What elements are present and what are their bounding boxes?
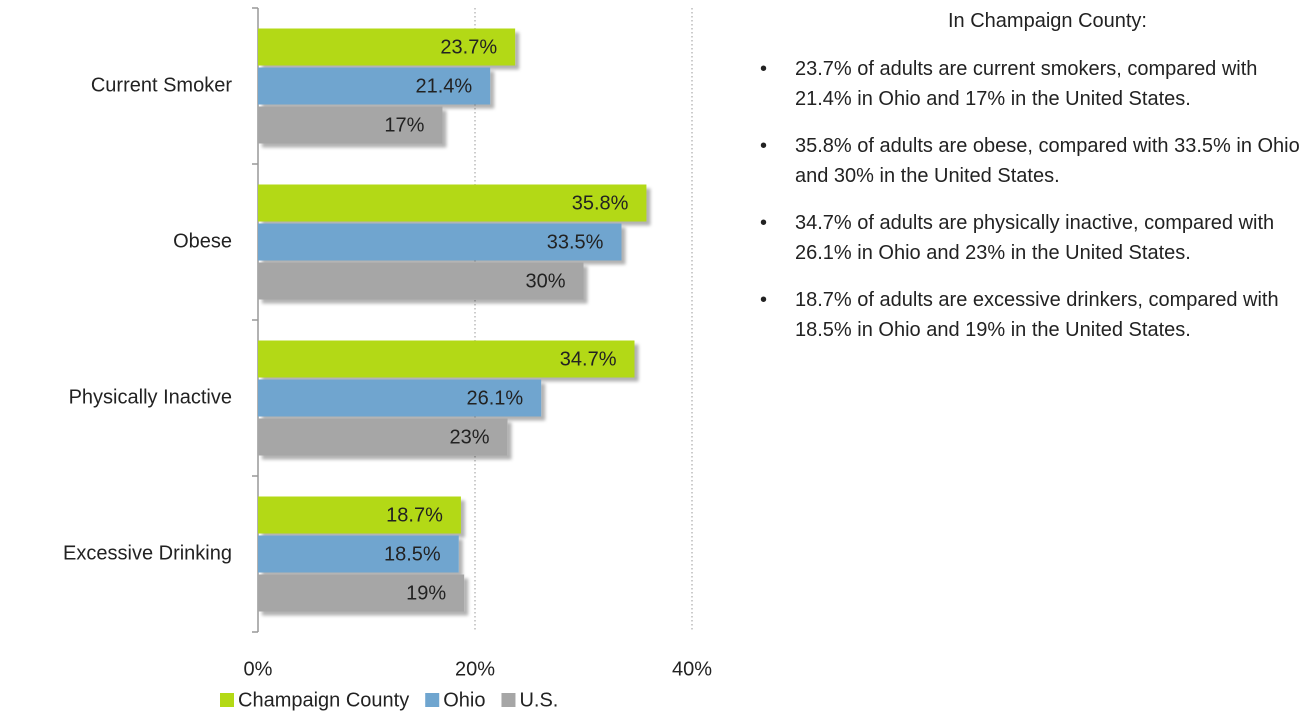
x-tick-label: 20% [455,658,495,680]
side-text: In Champaign County: 23.7% of adults are… [760,6,1305,362]
value-label: 21.4% [415,75,472,97]
bar [258,262,584,300]
bar [258,496,461,534]
value-label: 18.7% [386,504,443,526]
legend-swatch [425,693,440,707]
category-label: Excessive Drinking [63,542,232,564]
value-label: 30% [525,270,565,292]
value-label: 35.8% [572,192,629,214]
x-tick-label: 40% [672,658,712,680]
bar [258,223,622,261]
category-label: Obese [173,230,232,252]
value-label: 23% [450,426,490,448]
legend-swatch [220,693,234,707]
legend-label: U.S. [519,689,558,711]
bullet: 35.8% of adults are obese, compared with… [760,131,1305,191]
category-label: Physically Inactive [69,386,232,408]
bar [258,184,647,222]
bar [258,28,516,66]
bar [258,418,508,456]
bar [258,340,635,378]
legend-swatch [501,693,516,707]
bar [258,106,443,144]
value-label: 33.5% [547,231,604,253]
legend-label: Champaign County [238,689,409,711]
bullet: 23.7% of adults are current smokers, com… [760,54,1305,114]
side-heading: In Champaign County: [947,10,1147,32]
bullet: 34.7% of adults are physically inactive,… [760,208,1305,268]
value-label: 26.1% [466,387,523,409]
category-label: Current Smoker [91,74,232,96]
bar [258,379,542,417]
bar [258,67,491,105]
value-label: 34.7% [560,348,617,370]
bar [258,535,459,573]
legend-label: Ohio [443,689,485,711]
value-label: 23.7% [440,36,497,58]
bullet-list: 23.7% of adults are current smokers, com… [760,54,1305,345]
value-label: 18.5% [384,543,441,565]
value-label: 19% [406,582,446,604]
x-tick-label: 0% [244,658,273,680]
bar [258,574,465,612]
chart: 0% 20% 40% Current Smoker 23.7% 21.4% 17% Obese… [63,7,712,711]
value-label: 17% [384,114,424,136]
bullet: 18.7% of adults are excessive drinkers, … [760,285,1305,345]
